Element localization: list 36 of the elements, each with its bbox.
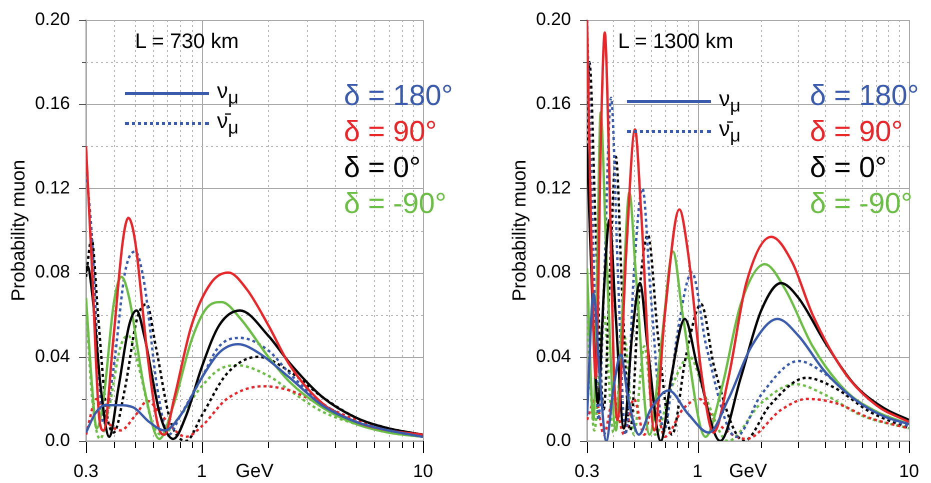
y-tick-label: 0.0 — [546, 430, 571, 450]
x-axis-title: GeV — [235, 460, 274, 482]
text: L = 1300 km — [618, 30, 734, 54]
annotation: ν̄$_{μ}$ — [719, 116, 741, 146]
text: δ = 90° — [810, 115, 904, 150]
x-axis-title: GeV — [728, 460, 768, 482]
y-axis-title: Probability muon — [510, 160, 531, 302]
text: δ = 0° — [810, 151, 888, 186]
x-tick-label: 1 — [692, 460, 703, 481]
y-tick-label: 0.20 — [536, 8, 571, 29]
y-tick-label: 0.08 — [536, 262, 571, 282]
text: δ = 0° — [344, 151, 422, 186]
text: L = 730 km — [135, 30, 239, 54]
x-tick-label: 10 — [412, 460, 434, 481]
y-axis-title: Probability muon — [8, 160, 30, 302]
text: δ = -90° — [344, 187, 448, 222]
annotation: ν$_{μ}$ — [719, 86, 741, 116]
text: δ = 90° — [344, 115, 438, 150]
x-tick-label: 1 — [196, 460, 207, 481]
y-tick-label: 0.04 — [536, 346, 571, 366]
x-tick-label: 0.3 — [73, 460, 99, 481]
annotation: ν$_{μ}$ — [217, 78, 239, 108]
text: δ = -90° — [810, 187, 914, 222]
x-tick-label: 10 — [898, 460, 920, 481]
y-tick-label: 0.20 — [34, 8, 70, 29]
y-tick-label: 0.0 — [44, 430, 70, 450]
x-tick-label: 0.3 — [574, 460, 600, 481]
text: δ = 180° — [344, 79, 453, 114]
y-tick-label: 0.12 — [34, 177, 70, 198]
y-tick-label: 0.04 — [34, 346, 70, 366]
y-tick-label: 0.08 — [34, 262, 70, 282]
y-tick-label: 0.12 — [536, 177, 571, 198]
text: δ = 180° — [810, 79, 919, 114]
annotation: ν̄$_{μ}$ — [217, 108, 239, 138]
y-tick-label: 0.16 — [34, 93, 70, 114]
y-tick-label: 0.16 — [536, 93, 571, 114]
